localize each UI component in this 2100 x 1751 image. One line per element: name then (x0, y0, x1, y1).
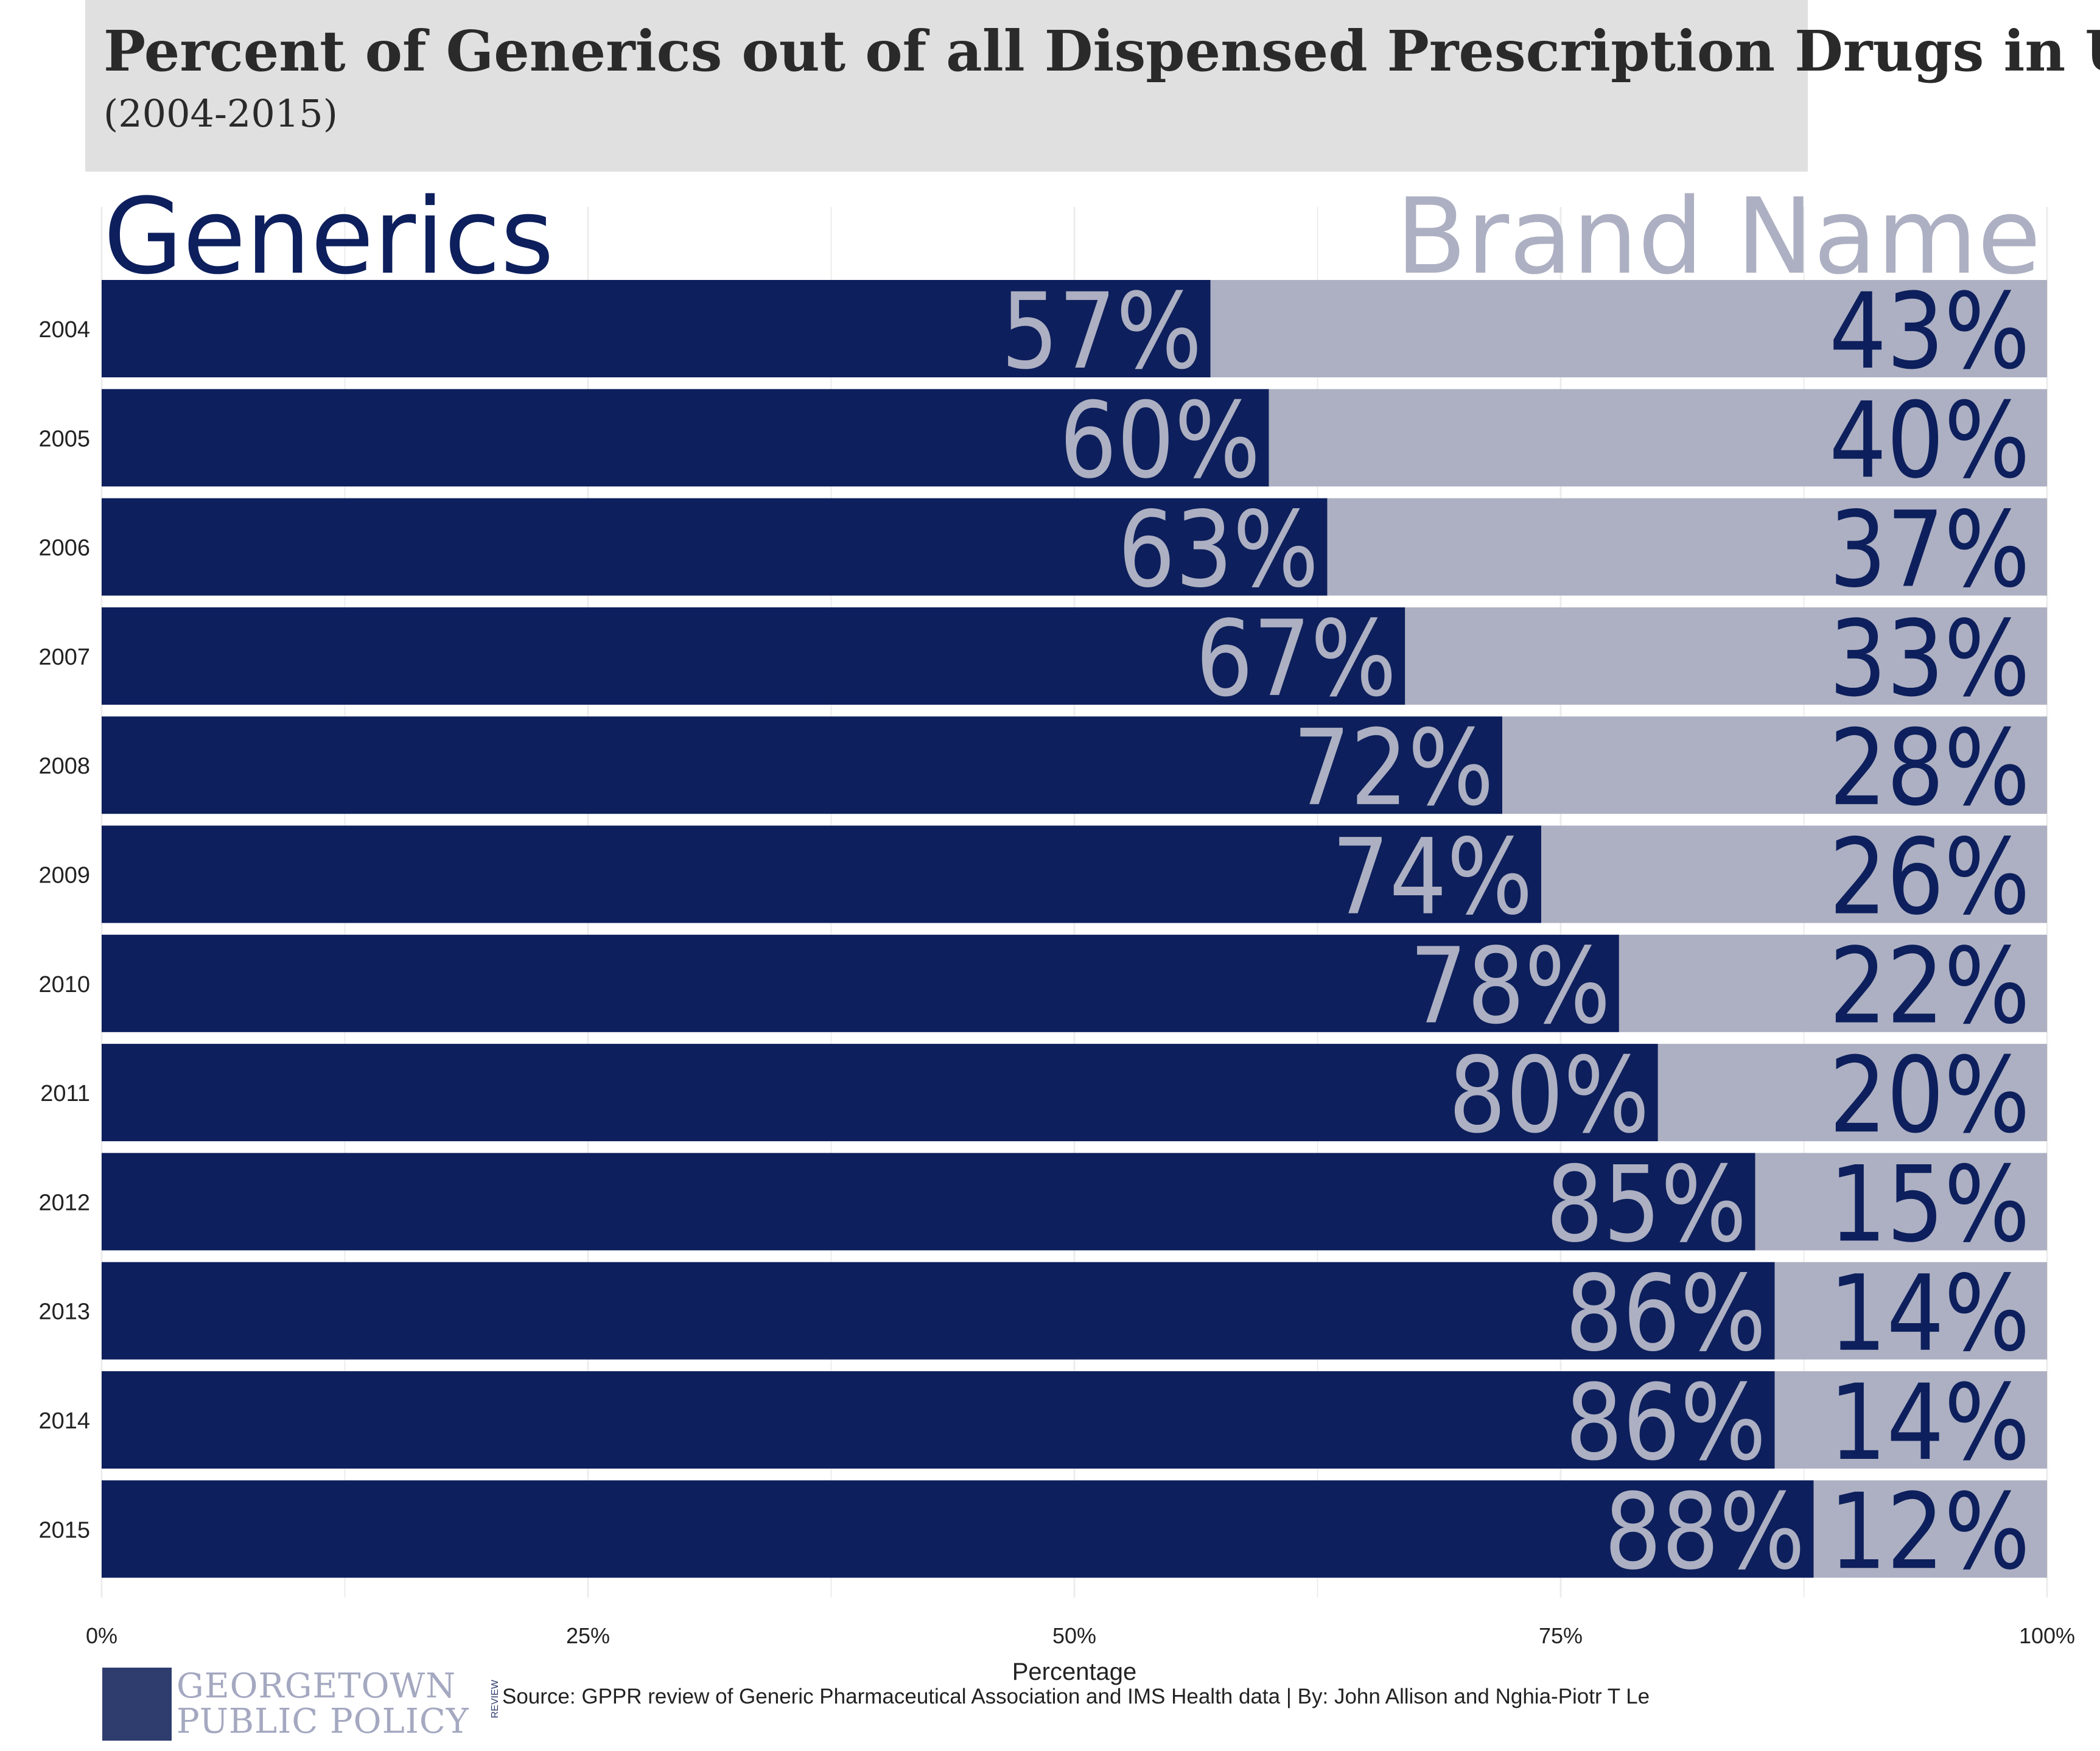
bar-generics (102, 1480, 1814, 1578)
y-tick-label: 2012 (38, 1190, 90, 1215)
brand-value-label: 12% (1829, 1470, 2030, 1593)
brand-value-label: 26% (1829, 816, 2030, 938)
brand-value-label: 37% (1829, 489, 2030, 611)
y-tick-label: 2008 (38, 753, 90, 779)
bar-brand (1210, 280, 2047, 377)
y-tick-label: 2004 (38, 317, 90, 343)
brand-value-label: 14% (1829, 1361, 2030, 1484)
bar-brand (1755, 1153, 2047, 1251)
bar-generics (102, 934, 1619, 1032)
bar-generics (102, 280, 1211, 377)
x-tick-label: 100% (2019, 1623, 2075, 1648)
generics-value-label: 72% (1293, 707, 1494, 829)
bar-generics (102, 1044, 1658, 1142)
bar-generics (102, 1153, 1755, 1251)
bar-brand (1813, 1480, 2047, 1578)
logo-line-2: PUBLIC POLICY (177, 1702, 469, 1741)
bar-generics (102, 716, 1503, 814)
y-tick-label: 2011 (40, 1081, 90, 1106)
y-tick-label: 2005 (38, 426, 90, 452)
brand-value-label: 43% (1829, 270, 2030, 393)
x-tick-label: 75% (1539, 1623, 1583, 1648)
georgetown-seal-icon (102, 1668, 172, 1741)
bar-brand (1774, 1371, 2047, 1469)
bar-brand (1541, 825, 2047, 923)
generics-value-label: 86% (1566, 1253, 1766, 1375)
brand-value-label: 33% (1829, 598, 2030, 720)
legend-header-brand: Brand Name (1396, 175, 2041, 298)
generics-value-label: 85% (1546, 1143, 1747, 1265)
y-tick-label: 2007 (38, 645, 90, 670)
bar-generics (102, 825, 1542, 923)
legend-headers: Generics Brand Name (103, 175, 2041, 298)
y-tick-label: 2013 (38, 1299, 90, 1325)
generics-value-label: 63% (1118, 489, 1318, 611)
bar-brand (1619, 934, 2047, 1032)
brand-value-label: 14% (1829, 1253, 2030, 1375)
bar-brand (1657, 1044, 2047, 1142)
bar-labels: 57% 43% 60% 40% 63% 37% 67% 33% 72% 28% 74% 26% 78% 2… (1001, 270, 2030, 1593)
generics-value-label: 88% (1604, 1470, 1805, 1593)
y-tick-label: 2009 (38, 863, 90, 889)
brand-value-label: 22% (1829, 925, 2030, 1047)
bars (102, 280, 2047, 1578)
generics-value-label: 67% (1195, 598, 1396, 720)
generics-value-label: 60% (1060, 379, 1261, 502)
brand-value-label: 28% (1829, 707, 2030, 829)
bar-brand (1502, 716, 2047, 814)
bar-generics (102, 498, 1328, 596)
generics-value-label: 86% (1566, 1361, 1766, 1484)
logo-side-text: REVIEW (490, 1680, 500, 1719)
axes: 2004 2005 2006 2007 2008 2009 2010 2011 2012 2013… (38, 317, 2075, 1685)
bar-generics (102, 1262, 1775, 1360)
generics-value-label: 57% (1001, 270, 1202, 393)
chart-title: Percent of Generics out of all Dispensed… (103, 18, 2100, 84)
x-axis-label: Percentage (1012, 1658, 1137, 1685)
x-tick-label: 0% (86, 1623, 117, 1648)
brand-value-label: 15% (1829, 1143, 2030, 1265)
y-tick-label: 2006 (38, 536, 90, 561)
bar-brand (1327, 498, 2047, 596)
logo-line-1: GEORGETOWN (177, 1666, 457, 1706)
x-tick-label: 50% (1052, 1623, 1096, 1648)
chart-title-box: Percent of Generics out of all Dispensed… (85, 0, 2100, 172)
source-note: Source: GPPR review of Generic Pharmaceu… (502, 1685, 1650, 1708)
brand-value-label: 20% (1829, 1034, 2030, 1156)
bar-generics (102, 1371, 1775, 1469)
bar-brand (1774, 1262, 2047, 1360)
bar-generics (102, 607, 1405, 705)
bar-brand (1269, 389, 2047, 487)
legend-header-generics: Generics (103, 175, 554, 298)
bar-generics (102, 389, 1269, 487)
bar-brand (1405, 607, 2047, 705)
generics-value-label: 78% (1410, 925, 1611, 1047)
brand-value-label: 40% (1829, 379, 2030, 502)
chart-subtitle: (2004-2015) (103, 91, 338, 136)
generics-value-label: 80% (1449, 1034, 1650, 1156)
y-tick-label: 2015 (38, 1517, 90, 1543)
x-tick-label: 25% (566, 1623, 610, 1648)
y-tick-label: 2014 (38, 1408, 90, 1434)
generics-value-label: 74% (1332, 816, 1533, 938)
y-tick-label: 2010 (38, 972, 90, 998)
